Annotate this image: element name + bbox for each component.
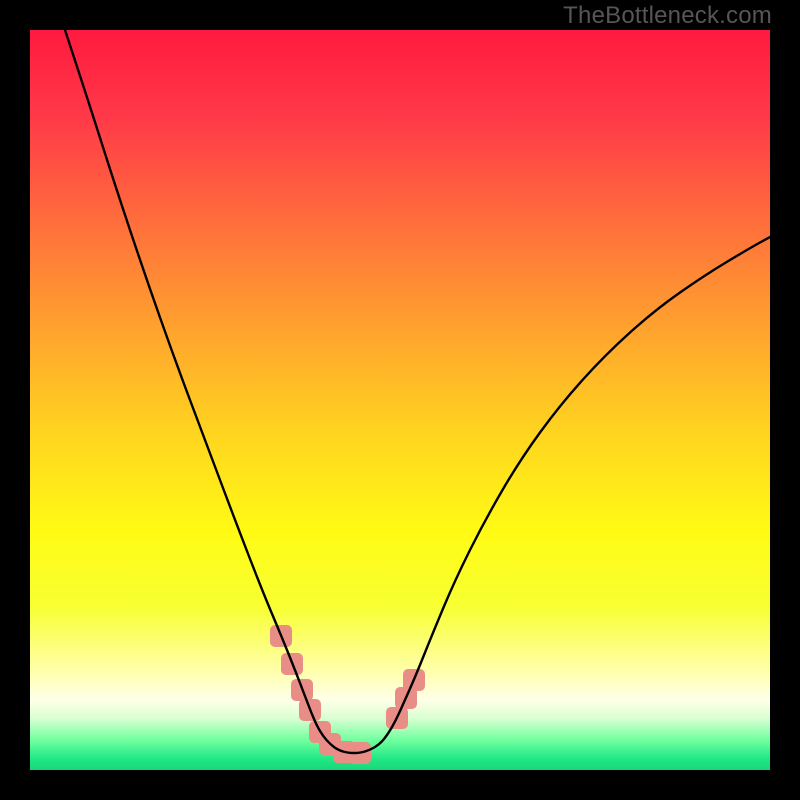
marker-group (270, 625, 425, 764)
curve-svg (30, 30, 770, 770)
watermark-text: TheBottleneck.com (563, 2, 772, 30)
plot-area (30, 30, 770, 770)
bottleneck-curve (65, 30, 770, 753)
canvas: TheBottleneck.com (0, 0, 800, 800)
